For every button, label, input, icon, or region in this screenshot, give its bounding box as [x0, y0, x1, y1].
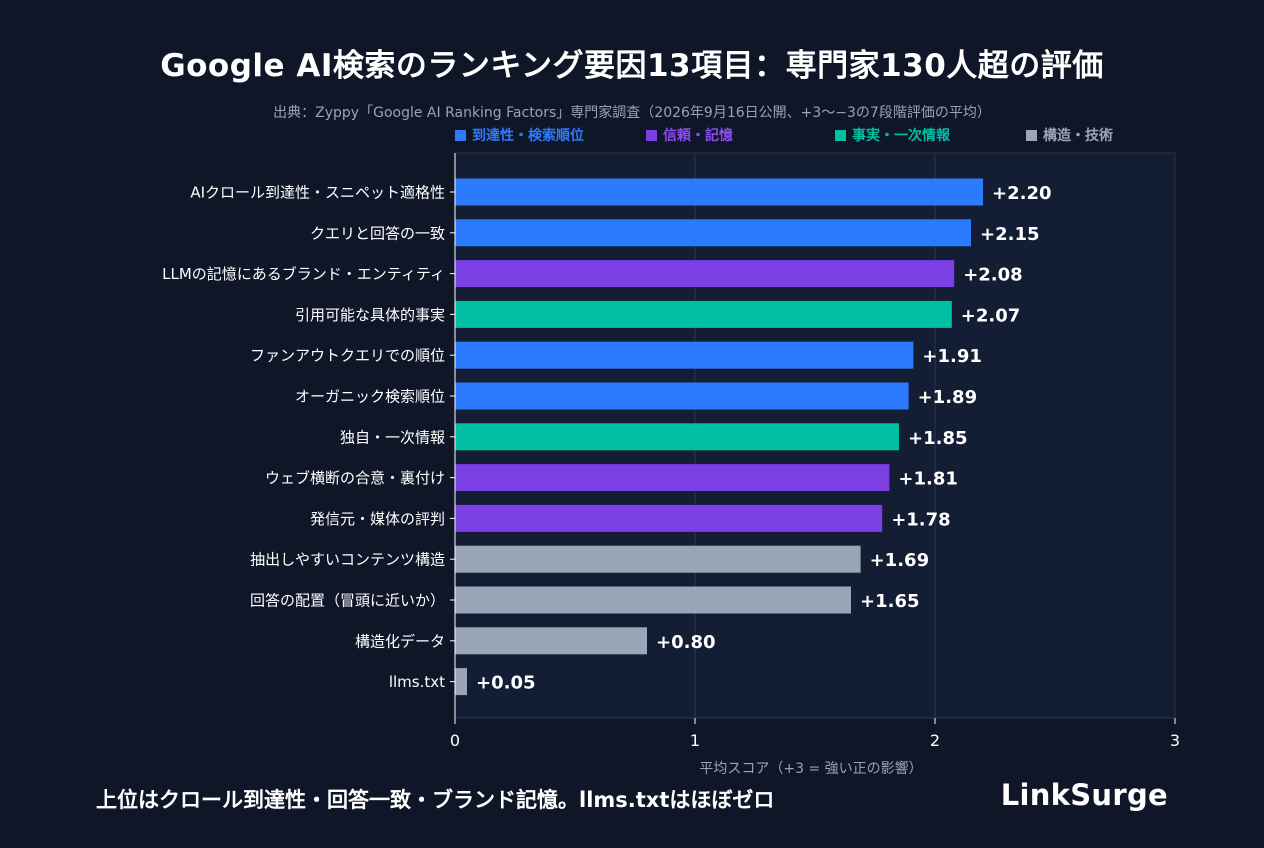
legend-item-facts: 事実・一次情報 — [835, 125, 950, 145]
legend-label: 信頼・記憶 — [663, 128, 733, 144]
bar — [455, 260, 955, 288]
x-tick-label: 1 — [690, 731, 700, 750]
data-label: +2.15 — [980, 224, 1040, 245]
y-tick-label: 構造化データ — [355, 632, 445, 650]
bar — [455, 178, 983, 206]
legend-swatch-structure — [1026, 130, 1037, 141]
x-axis-label: 平均スコア（+3 = 強い正の影響） — [699, 760, 922, 777]
bar — [455, 423, 899, 451]
y-tick-label: 回答の配置（冒頭に近いか） — [250, 592, 445, 610]
y-tick-label: AIクロール到達性・スニペット適格性 — [190, 184, 445, 202]
y-tick-label: LLMの記憶にあるブランド・エンティティ — [162, 265, 445, 283]
x-tick-label: 0 — [450, 731, 460, 750]
data-label: +1.89 — [918, 387, 978, 408]
legend-swatch-reachability — [455, 130, 466, 141]
y-tick-label: 発信元・媒体の評判 — [310, 510, 445, 528]
chart-title: Google AI検索のランキング要因13項目：専門家130人超の評価 — [160, 48, 1104, 84]
chart-subtitle: 出典：Zyppy「Google AI Ranking Factors」専門家調査… — [273, 105, 991, 121]
data-label: +1.65 — [860, 591, 920, 612]
y-tick-label: ウェブ横断の合意・裏付け — [265, 469, 445, 487]
legend-label: 事実・一次情報 — [852, 128, 950, 144]
bar — [455, 545, 861, 573]
brand-logo: LinkSurge — [1000, 778, 1168, 812]
legend: 到達性・検索順位 信頼・記憶 事実・一次情報 構造・技術 — [455, 125, 1175, 145]
bar — [455, 219, 971, 247]
footer-caption: 上位はクロール到達性・回答一致・ブランド記憶。llms.txtはほぼゼロ — [96, 788, 775, 812]
legend-label: 到達性・検索順位 — [472, 128, 584, 144]
legend-item-structure: 構造・技術 — [1026, 125, 1113, 145]
legend-label: 構造・技術 — [1043, 128, 1113, 144]
y-tick-label: ファンアウトクエリでの順位 — [250, 347, 445, 365]
legend-item-trust: 信頼・記憶 — [646, 125, 733, 145]
bar — [455, 627, 647, 655]
legend-item-reachability: 到達性・検索順位 — [455, 125, 584, 145]
bar — [455, 504, 883, 532]
x-tick-label: 3 — [1170, 731, 1180, 750]
bar — [455, 668, 467, 696]
data-label: +0.80 — [656, 632, 716, 653]
data-label: +1.69 — [870, 550, 930, 571]
data-label: +2.20 — [992, 183, 1052, 204]
x-tick-label: 2 — [930, 731, 940, 750]
y-tick-label: 引用可能な具体的事実 — [295, 306, 445, 324]
data-label: +2.07 — [961, 305, 1021, 326]
y-tick-label: llms.txt — [389, 673, 445, 691]
y-tick-label: 抽出しやすいコンテンツ構造 — [250, 551, 445, 569]
bar — [455, 586, 851, 614]
y-tick-label: クエリと回答の一致 — [310, 224, 445, 242]
data-label: +2.08 — [963, 265, 1023, 286]
bar — [455, 464, 890, 492]
data-label: +1.91 — [922, 346, 982, 367]
legend-swatch-trust — [646, 130, 657, 141]
legend-swatch-facts — [835, 130, 846, 141]
data-label: +0.05 — [476, 673, 536, 694]
y-tick-label: 独自・一次情報 — [340, 428, 445, 446]
data-label: +1.85 — [908, 428, 968, 449]
bar — [455, 382, 909, 410]
bar — [455, 341, 914, 369]
data-label: +1.78 — [891, 509, 951, 530]
y-tick-label: オーガニック検索順位 — [295, 388, 445, 406]
bar — [455, 300, 952, 328]
data-label: +1.81 — [898, 469, 958, 490]
